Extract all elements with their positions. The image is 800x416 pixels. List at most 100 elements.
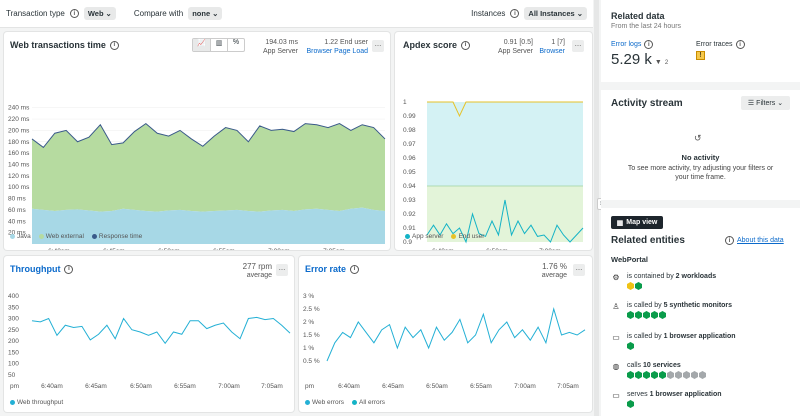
y-tick-label: 40 ms [8,218,26,225]
globe-icon: ◍ [612,362,620,371]
y-tick-label: 1.5 % [303,332,320,339]
y-tick-label: 0.91 [403,225,416,232]
throughput-title[interactable]: Throughput [10,264,61,274]
info-icon[interactable]: i [644,40,654,49]
info-icon[interactable]: i [735,40,745,49]
legend-item-all-errors[interactable]: All errors [352,399,385,406]
browser-link[interactable]: Browser [539,48,565,55]
chevron-down-icon: ⌄ [212,9,219,18]
app-server-line [426,199,584,244]
java-area [32,207,385,244]
web-errors-line [326,307,586,362]
bar-chart-icon[interactable]: ▥ [210,39,227,51]
x-tick-label: 6:40am [48,248,70,250]
y-tick-label: 200 [8,338,19,345]
related-entity-browser-app-caller[interactable]: ▭ is called by 1 browser application [611,333,791,352]
y-tick-label: 0.9 [403,239,412,246]
instances-select[interactable]: All Instances ⌄ [524,7,587,20]
more-options-icon[interactable]: … [372,40,384,52]
apdex-card: Apdex score i 0.91 [0.5] App Server 1 [7… [395,32,592,250]
transaction-type-label: Transaction type [6,9,65,18]
info-icon[interactable]: i [350,264,360,274]
web-throughput-line [31,316,291,345]
related-entity-browser-app-served[interactable]: ▭ serves 1 browser application [611,391,791,410]
legend-item-web-throughput[interactable]: Web throughput [10,399,63,406]
legend-item-web-external[interactable]: Web external [38,233,84,240]
compare-label: Compare with [133,9,184,18]
info-icon[interactable]: i [461,40,471,50]
y-tick-label: 0.94 [403,183,416,190]
line-chart-icon[interactable]: 📈 [193,39,210,51]
related-data-title: Related data [611,11,665,21]
about-this-data-link[interactable]: About this data [737,237,784,244]
error-logs-link[interactable]: Error logs [611,41,642,48]
chart-type-toggle: 📈 ▥ % [192,38,245,52]
percent-icon[interactable]: % [227,39,244,51]
related-entity-services[interactable]: ◍ calls 10 services [611,362,791,381]
x-tick-label: 7:00am [218,383,240,390]
error-rate-title[interactable]: Error rate [305,264,347,274]
chevron-down-icon: ⌄ [576,9,583,18]
transaction-type-select[interactable]: Web ⌄ [83,7,116,20]
tolerating-zone [427,186,583,242]
compare-value: none [192,9,211,18]
more-options-icon[interactable]: … [573,264,585,276]
legend-item-java[interactable]: Java [10,233,31,240]
legend-item-response-time[interactable]: Response time [91,233,142,240]
right-sidebar: Related data From the last 24 hours Erro… [601,0,800,416]
info-icon[interactable]: i [725,236,734,245]
y-tick-label: 0.98 [403,127,416,134]
error-logs-change: 2 [664,60,669,66]
related-entity-workloads[interactable]: ⚙ is contained by 2 workloads [611,273,791,292]
error-traces-header: Error traces i [696,40,745,49]
y-tick-label: 20 ms [8,230,26,237]
entity-relation: is contained by [627,273,674,280]
x-tick-label: 6:50am [426,383,448,390]
more-options-icon[interactable]: … [572,40,584,52]
legend-item-app-server[interactable]: App server [405,233,443,240]
filters-button[interactable]: ☰ Filters ⌄ [741,96,790,110]
y-tick-label: 50 [8,372,16,379]
legend-item-end-user[interactable]: End user [451,233,484,240]
related-data-subtitle: From the last 24 hours [611,23,682,30]
x-tick-label: 7:05am [323,248,345,250]
entity-count: 10 services [642,362,681,369]
entity-relation: calls [627,362,642,369]
y-tick-label: 0.92 [403,211,416,218]
compare-select[interactable]: none ⌄ [188,7,223,20]
entity-count: 1 browser application [649,391,722,398]
end-user-value: 1.22 End user [324,39,368,46]
x-tick-label: 6:55am [174,383,196,390]
response-time-line [31,122,386,149]
x-tick-label: 6:45am [103,248,125,250]
browser-page-load-link[interactable]: Browser Page Load [306,48,368,55]
y-tick-label: 400 [8,293,19,300]
card-title-row: Throughput i [10,264,74,274]
instances-label: Instances [471,9,506,18]
y-tick-label: 140 ms [8,161,30,168]
info-icon[interactable]: i [69,9,79,18]
card-title-row: Web transactions time i [10,40,119,50]
activity-stream-title: Activity stream [611,98,683,109]
browser-icon: ▭ [612,391,620,400]
related-entity-synthetics[interactable]: ♙ is called by 5 synthetic monitors [611,302,791,321]
throughput-metric: 277 rpm average [224,262,272,280]
legend-item-web-errors[interactable]: Web errors [305,399,344,406]
info-icon[interactable]: i [64,264,74,274]
throughput-value-label: average [246,272,272,279]
y-tick-label: 300 [8,316,19,323]
info-icon[interactable]: i [510,9,520,18]
more-options-icon[interactable]: … [276,264,288,276]
y-tick-label: 250 [8,327,19,334]
y-tick-label: 180 ms [8,139,30,146]
y-tick-label: 120 ms [8,173,30,180]
x-tick-label: 7:05am [261,383,283,390]
y-tick-label: 0.97 [403,141,416,148]
map-view-button[interactable]: ▦ Map view [611,216,663,229]
x-tick-label: 6:55am [470,383,492,390]
info-icon[interactable]: i [109,40,119,50]
end-user-line [427,101,583,118]
workload-icon: ⚙ [612,273,620,282]
x-tick-label: 6:45am [85,383,107,390]
scrollbar[interactable] [594,0,599,416]
